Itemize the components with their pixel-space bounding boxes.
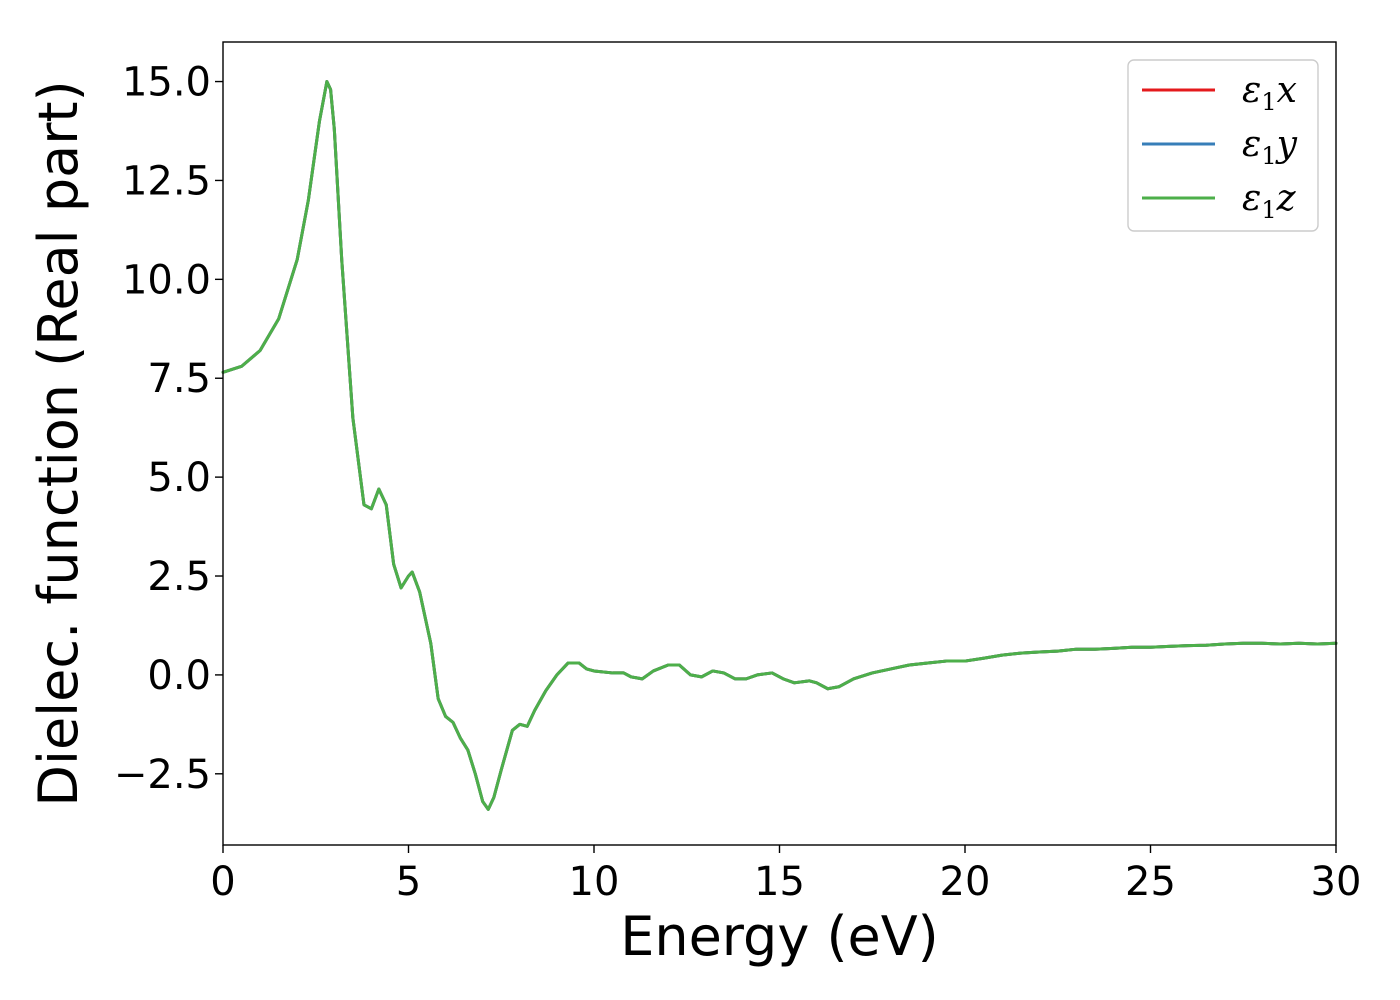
series-layer — [221, 80, 1338, 811]
y-tick-label: 5.0 — [147, 455, 211, 501]
legend-subscript: 1 — [1261, 88, 1276, 116]
y-tick-label: 7.5 — [147, 356, 211, 402]
legend-axis: x — [1277, 70, 1297, 111]
series-line-z — [221, 80, 1338, 811]
legend-axis: z — [1276, 178, 1297, 219]
legend-symbol: ε — [1242, 124, 1261, 165]
legend-symbol: ε — [1242, 178, 1261, 219]
x-tick-label: 0 — [210, 859, 235, 905]
x-tick-label: 15 — [754, 859, 805, 905]
legend-subscript: 1 — [1261, 196, 1276, 224]
x-tick-label: 30 — [1311, 859, 1362, 905]
x-axis-label: Energy (eV) — [620, 905, 939, 968]
y-tick-label: 12.5 — [122, 158, 211, 204]
x-tick-label: 25 — [1125, 859, 1176, 905]
x-ticks: 0 5 10 15 20 25 30 — [210, 845, 1361, 905]
y-tick-label: 15.0 — [122, 60, 211, 106]
legend-symbol: ε — [1242, 70, 1261, 111]
x-tick-label: 20 — [940, 859, 991, 905]
legend-label-z: ε1z — [1242, 178, 1297, 224]
legend-label-y: ε1y — [1242, 124, 1298, 170]
y-axis-label: Dielec. function (Real part) — [27, 80, 90, 806]
y-tick-label: 10.0 — [122, 257, 211, 303]
y-tick-label: −2.5 — [114, 752, 211, 798]
legend-subscript: 1 — [1261, 142, 1276, 170]
legend-label-x: ε1x — [1242, 70, 1297, 116]
x-tick-label: 10 — [569, 859, 620, 905]
x-tick-label: 5 — [396, 859, 421, 905]
y-tick-label: 0.0 — [147, 653, 211, 699]
y-ticks: −2.5 0.0 2.5 5.0 7.5 10.0 12.5 15.0 — [114, 60, 223, 798]
legend-box — [1127, 59, 1319, 232]
y-tick-label: 2.5 — [147, 554, 211, 600]
legend-axis: y — [1275, 124, 1298, 165]
